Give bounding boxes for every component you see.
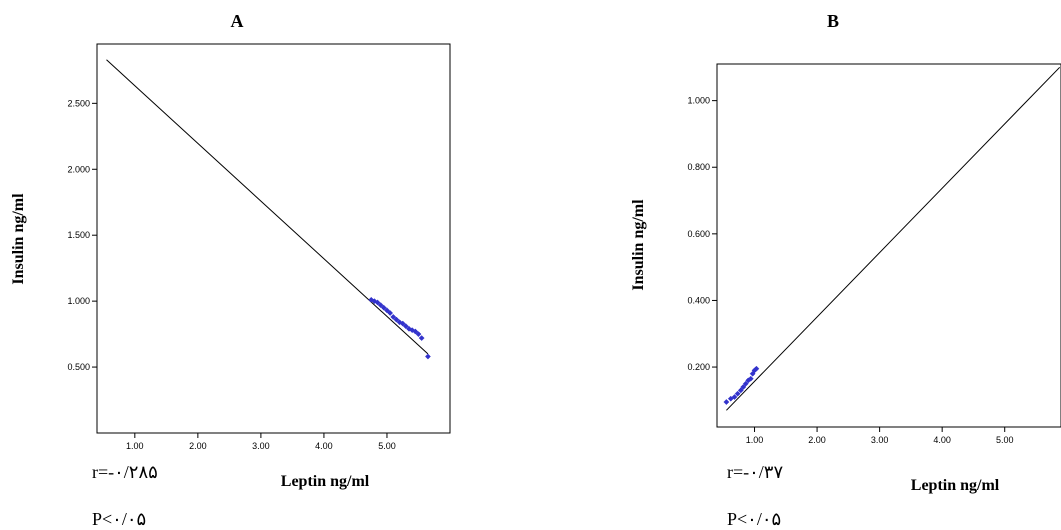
panel-a-data-point: [424, 353, 431, 360]
panel-b-y-tick-label: 0.400: [687, 295, 710, 305]
panel-a-data-point: [384, 307, 390, 314]
panel-b-x-axis-label: Leptin ng/ml: [911, 477, 1000, 494]
panel-a-y-tick-label: 1.500: [67, 230, 90, 240]
panel-b-y-tick-label: 0.200: [687, 362, 710, 372]
panel-b-x-tick-label: 1.00: [746, 435, 764, 445]
panel-a-data-point: [396, 319, 403, 326]
panel-b-y-tick-label: 1.000: [687, 96, 710, 106]
panel-a-data-point: [399, 320, 406, 327]
panel-b-x-tick-label: 3.00: [871, 435, 889, 445]
panel-a-y-tick-label: 1.000: [67, 296, 90, 306]
panel-a-x-tick-label: 3.00: [252, 441, 270, 451]
panel-b-points: [723, 365, 760, 405]
panel-a-x-tick-label: 4.00: [315, 441, 333, 451]
panel-a-data-point: [380, 304, 387, 311]
panel-b-data-point: [753, 365, 760, 372]
panel-a-data-point: [393, 316, 400, 323]
panel-a-x-tick-label: 1.00: [126, 441, 144, 451]
panel-b-y-axis: 0.200 0.400 0.600 0.800 1.000: [687, 96, 717, 372]
panel-b-data-point: [737, 387, 744, 394]
panel-a-data-point: [418, 335, 425, 342]
panel-a-data-point: [374, 299, 381, 306]
panel-b-data-point: [734, 390, 741, 397]
panel-a-y-tick-label: 2.000: [67, 164, 90, 174]
panel-b-x-tick-label: 4.00: [933, 435, 951, 445]
panel-b-r-value: r=-۰/۳۷: [727, 462, 783, 482]
panel-a: A 0.500 1.000 1.500 2.000 2.500 1.00 2.00 3.00…: [10, 11, 451, 529]
panel-b-x-axis: 1.00 2.00 3.00 4.00 5.00: [746, 427, 1014, 445]
panel-a-y-tick-label: 0.500: [67, 362, 90, 372]
panel-b-data-point: [747, 375, 754, 382]
panel-a-plot-frame: [96, 43, 451, 434]
panel-a-points: [368, 296, 431, 360]
panel-a-y-axis: 0.500 1.000 1.500 2.000 2.500: [67, 98, 97, 372]
panel-a-x-tick-label: 5.00: [378, 441, 396, 451]
panel-b-data-point: [723, 399, 730, 405]
panel-a-x-tick-label: 2.00: [189, 441, 207, 451]
panel-a-data-point: [415, 331, 422, 338]
panel-a-title: A: [231, 11, 244, 31]
panel-b-x-tick-label: 5.00: [996, 435, 1014, 445]
panel-b-x-tick-label: 2.00: [808, 435, 826, 445]
panel-b-data-point: [731, 394, 738, 400]
panel-a-x-axis-label: Leptin ng/ml: [281, 473, 370, 490]
panel-b-data-point: [740, 384, 747, 390]
panel-b-title: B: [827, 11, 839, 31]
panel-a-x-axis: 1.00 2.00 3.00 4.00 5.00: [126, 433, 396, 451]
panel-b-data-point: [742, 380, 749, 387]
panel-b-fit-line: [726, 66, 1061, 411]
panel-a-y-axis-label: Insulin ng/ml: [10, 193, 27, 285]
panel-a-data-point: [390, 314, 397, 320]
panel-b-y-tick-label: 0.800: [687, 162, 710, 172]
panel-b-y-axis-label: Insulin ng/ml: [630, 199, 647, 291]
panel-b-p-value: P<۰/۰۵: [727, 509, 781, 529]
panel-a-p-value: P<۰/۰۵: [92, 509, 146, 529]
panel-a-data-point: [377, 302, 384, 309]
panel-b: B 0.200 0.400 0.600 0.800 1.000 1.00 2.00 3.00…: [630, 11, 1061, 529]
panel-a-data-point: [412, 328, 419, 335]
panel-a-data-point: [409, 327, 416, 334]
panel-a-data-point: [402, 323, 409, 330]
panel-a-fit-line: [106, 59, 429, 355]
panel-b-plot-frame: [716, 63, 1061, 428]
panel-a-data-point: [387, 310, 394, 316]
panel-a-r-value: r=-۰/۲۸۵: [92, 462, 158, 482]
panel-a-y-tick-label: 2.500: [67, 98, 90, 108]
panel-a-data-point: [371, 298, 378, 305]
panel-b-y-tick-label: 0.600: [687, 229, 710, 239]
